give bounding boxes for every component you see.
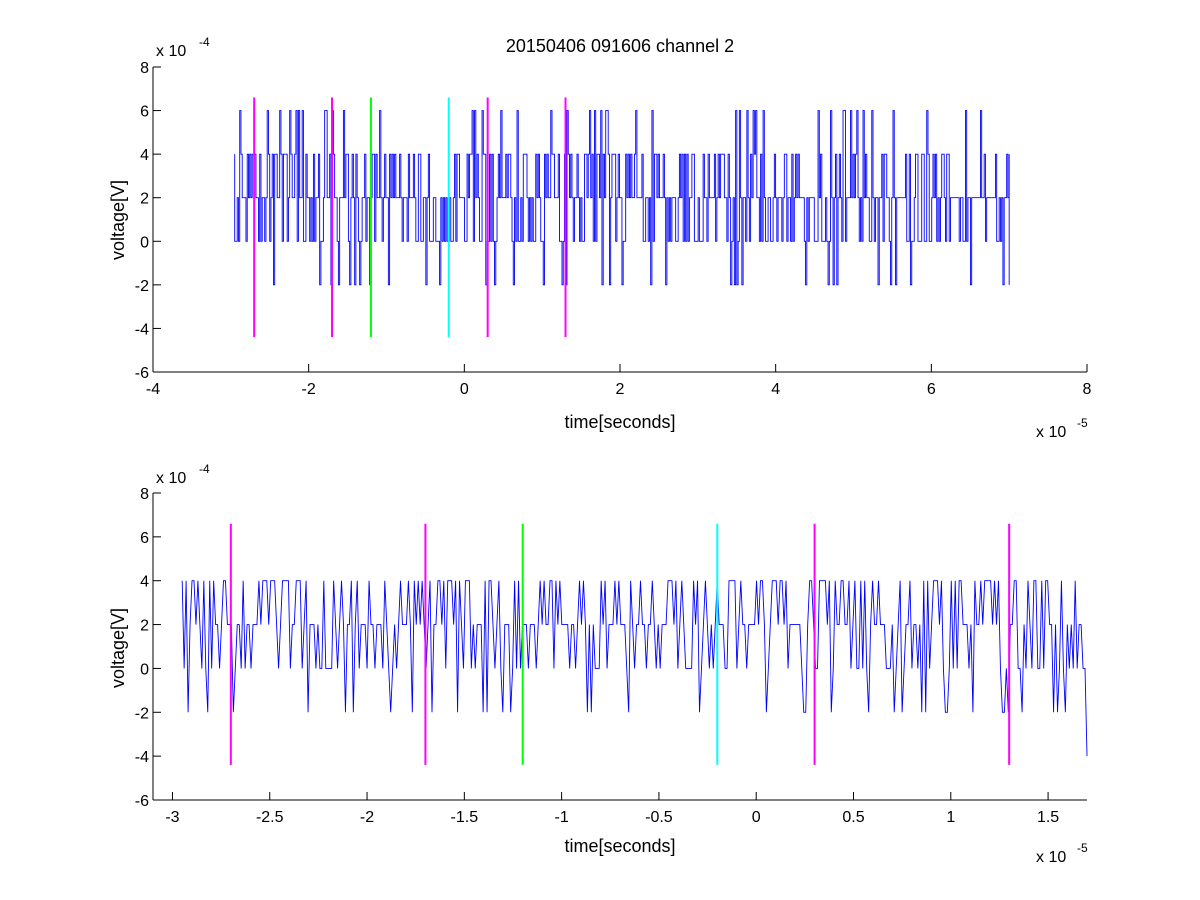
bottom-y-tick-label: 6	[140, 530, 149, 547]
bottom-x-tick-label: -2	[360, 809, 374, 826]
top-plot-x-multiplier: x 10	[1036, 424, 1066, 441]
top-y-tick-label: -2	[135, 278, 149, 295]
top-plot-x-multiplier-exponent: -5	[1077, 416, 1088, 430]
bottom-y-tick-label: 8	[140, 486, 149, 503]
top-x-tick-label: 0	[460, 381, 469, 398]
top-x-tick-label: -4	[146, 381, 160, 398]
top-x-tick-label: -2	[302, 381, 316, 398]
bottom-plot-x-multiplier-exponent: -5	[1077, 841, 1088, 855]
bottom-plot-y-multiplier-exponent: -4	[199, 462, 210, 476]
bottom-x-tick-label: -2.5	[256, 809, 284, 826]
top-y-tick-label: 4	[140, 147, 149, 164]
top-y-tick-label: -6	[135, 365, 149, 382]
top-plot: 20150406 091606 channel 2 time[seconds] …	[108, 35, 1092, 441]
bottom-plot: time[seconds] voltage[V] x 10 -4 x 10 -5…	[108, 462, 1088, 866]
top-x-tick-label: 4	[771, 381, 780, 398]
bottom-y-tick-label: 2	[140, 618, 149, 635]
bottom-x-tick-label: 1	[946, 809, 955, 826]
top-y-tick-label: 6	[140, 104, 149, 121]
bottom-y-tick-label: -4	[135, 749, 149, 766]
bottom-y-tick-label: 4	[140, 574, 149, 591]
bottom-x-tick-label: -1.5	[451, 809, 479, 826]
top-y-tick-label: 2	[140, 191, 149, 208]
bottom-plot-x-multiplier: x 10	[1036, 849, 1066, 866]
bottom-plot-xlabel: time[seconds]	[564, 836, 675, 856]
top-plot-xlabel: time[seconds]	[564, 412, 675, 432]
bottom-y-tick-label: -2	[135, 705, 149, 722]
top-y-tick-label: 8	[140, 60, 149, 77]
bottom-x-tick-label: -3	[165, 809, 179, 826]
bottom-x-tick-label: 0.5	[842, 809, 864, 826]
bottom-y-tick-label: -6	[135, 793, 149, 810]
top-y-tick-label: 0	[140, 234, 149, 251]
bottom-x-tick-label: -1	[555, 809, 569, 826]
top-x-tick-label: 2	[616, 381, 625, 398]
bottom-plot-ylabel: voltage[V]	[108, 608, 128, 688]
bottom-y-tick-label: 0	[140, 661, 149, 678]
top-x-tick-label: 8	[1083, 381, 1092, 398]
top-y-tick-label: -4	[135, 321, 149, 338]
bottom-signal-trace	[181, 580, 1088, 757]
bottom-x-tick-label: 1.5	[1037, 809, 1059, 826]
bottom-x-tick-label: -0.5	[645, 809, 673, 826]
top-signal-trace	[234, 110, 1010, 286]
bottom-plot-y-multiplier: x 10	[156, 470, 186, 487]
top-plot-y-multiplier-exponent: -4	[199, 35, 210, 49]
top-plot-title: 20150406 091606 channel 2	[506, 36, 734, 56]
bottom-plot-axes: -3 -2.5 -2 -1.5 -1 -0.5 0 0.5 1 1.5 -6 -4 -2 0 2 4 6 8	[135, 486, 1088, 826]
top-x-tick-label: 6	[927, 381, 936, 398]
bottom-x-tick-label: 0	[752, 809, 761, 826]
top-plot-y-multiplier: x 10	[156, 43, 186, 60]
top-plot-ylabel: voltage[V]	[108, 180, 128, 260]
